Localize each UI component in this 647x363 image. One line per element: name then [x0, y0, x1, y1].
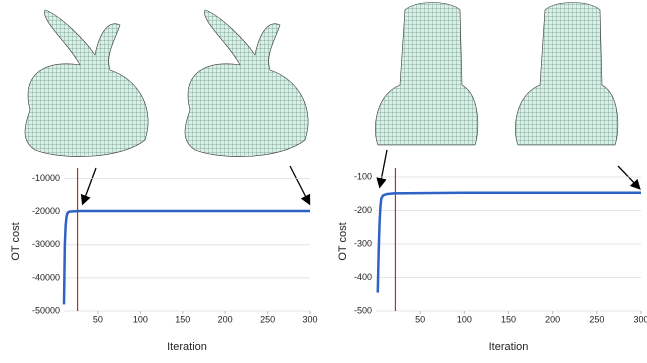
y-axis-label: OT cost — [337, 222, 349, 260]
y-tick-label: -50000 — [32, 305, 60, 315]
figure: -50000 -40000 -30000 -20000 -10000 50 100 150 20… — [0, 0, 647, 358]
bunny-mesh — [185, 10, 308, 157]
bunny-mesh — [25, 10, 148, 157]
moai-mesh — [375, 3, 477, 146]
x-tick-label: 300 — [633, 314, 647, 324]
arrow — [380, 150, 387, 186]
x-tick-label: 250 — [589, 314, 604, 324]
arrow — [83, 168, 96, 203]
x-tick-label: 50 — [415, 314, 425, 324]
y-tick-label: -20000 — [32, 206, 60, 216]
y-tick-label: -100 — [354, 171, 372, 181]
y-tick-label: -500 — [354, 305, 372, 315]
x-axis-label: Iteration — [167, 341, 207, 353]
y-tick-label: -400 — [354, 272, 372, 282]
y-tick-label: -300 — [354, 238, 372, 248]
moai-mesh — [515, 3, 617, 146]
x-tick-label: 300 — [302, 314, 317, 324]
y-tick-label: -200 — [354, 205, 372, 215]
mesh-renders — [25, 3, 618, 157]
x-tick-label: 200 — [545, 314, 560, 324]
y-tick-label: -10000 — [32, 173, 60, 183]
x-tick-label: 150 — [501, 314, 516, 324]
y-tick-label: -40000 — [32, 272, 60, 282]
x-tick-label: 150 — [175, 314, 190, 324]
y-tick-label: -30000 — [32, 239, 60, 249]
x-tick-label: 50 — [93, 314, 103, 324]
x-axis-label: Iteration — [489, 341, 529, 353]
x-tick-label: 200 — [218, 314, 233, 324]
y-axis-label: OT cost — [10, 222, 22, 260]
x-tick-label: 100 — [457, 314, 472, 324]
x-tick-label: 250 — [260, 314, 275, 324]
x-tick-label: 100 — [133, 314, 148, 324]
cost-line — [64, 211, 310, 304]
arrow — [290, 166, 309, 203]
